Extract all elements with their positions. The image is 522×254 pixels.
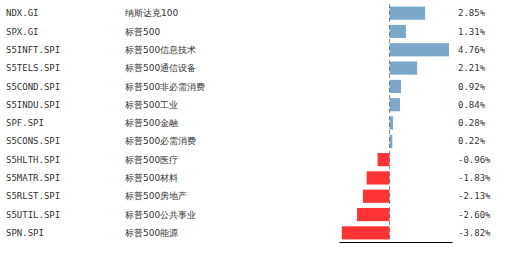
data-label: -2.13% (458, 191, 491, 201)
category-label: S5COND.SPI (6, 82, 60, 92)
category-label: S5INFT.SPI (6, 45, 60, 55)
data-label: -2.60% (458, 210, 491, 220)
annotation: 标普500必需消费 (124, 136, 196, 146)
category-label: S5UTIL.SPI (6, 210, 60, 220)
data-label: 0.92% (458, 82, 486, 92)
annotation: 标普500非必需消费 (124, 82, 205, 92)
data-label: -0.96% (458, 155, 491, 165)
bar (390, 61, 418, 74)
bar (390, 80, 401, 93)
bar (390, 43, 449, 56)
category-label: S5TELS.SPI (6, 63, 60, 73)
bar (390, 116, 393, 129)
annotation: 标普500公共事业 (124, 210, 196, 220)
data-label: 0.84% (458, 100, 486, 110)
data-label: 0.22% (458, 136, 486, 146)
x-axis (340, 242, 453, 243)
category-label: S5HLTH.SPI (6, 155, 60, 165)
bar (390, 135, 393, 148)
annotation: 标普500工业 (124, 100, 178, 110)
category-label: S5CONS.SPI (6, 136, 60, 146)
annotation: 标普500 (124, 27, 160, 37)
category-label: S5MATR.SPI (6, 173, 60, 183)
bar (390, 25, 406, 38)
category-label: S5INDU.SPI (6, 100, 60, 110)
labels: NDX.GI SPX.GI S5INFT.SPI S5TELS.SPI S5COND.S… (6, 8, 491, 238)
annotation: 标普500材料 (124, 173, 178, 183)
data-label: -3.82% (458, 228, 491, 238)
data-label: 2.85% (458, 8, 486, 18)
annotation: 标普500通信设备 (124, 63, 196, 73)
data-label: 4.76% (458, 45, 486, 55)
data-label: -1.83% (458, 173, 491, 183)
category-label: S5RLST.SPI (6, 191, 60, 201)
zero-line (389, 4, 390, 242)
annotation: 标普500信息技术 (124, 45, 196, 55)
data-label: 0.28% (458, 118, 486, 128)
category-label: SPX.GI (6, 27, 39, 37)
annotation: 标普500金融 (124, 118, 178, 128)
bar (378, 153, 390, 166)
category-label: SPF.SPI (6, 118, 44, 128)
bar (357, 208, 389, 221)
category-label: SPN.SPI (6, 228, 44, 238)
bar (342, 226, 390, 239)
bar (390, 98, 400, 111)
annotation: 纳斯达克100 (125, 8, 178, 18)
annotation: 标普500能源 (124, 228, 178, 238)
data-label: 2.21% (458, 63, 486, 73)
bar (390, 7, 426, 20)
annotation: 标普500医疗 (124, 155, 178, 165)
chart: NDX.GI SPX.GI S5INFT.SPI S5TELS.SPI S5COND.S… (0, 0, 522, 254)
bars (342, 7, 449, 240)
bar (363, 190, 390, 203)
bar (367, 171, 390, 184)
annotation: 标普500房地产 (124, 191, 187, 201)
category-label: NDX.GI (6, 8, 39, 18)
x-axis-line (340, 242, 453, 243)
data-label: 1.31% (458, 27, 486, 37)
